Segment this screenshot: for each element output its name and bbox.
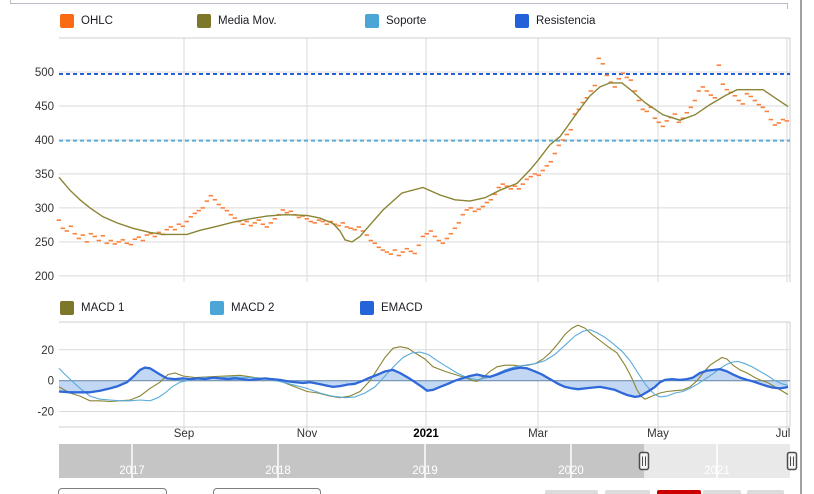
legend-item-macd-2[interactable]: MACD 2 [210,301,274,315]
emacd-line [58,366,789,399]
x-axis-label: Nov [297,428,318,440]
price-y-tick-label: 400 [35,135,54,147]
legend-label: Soporte [386,15,427,27]
legend-swatch-icon [360,301,374,315]
moving-average-line [58,82,789,243]
legend-swatch-icon [210,301,224,315]
legend-label: MACD 1 [81,302,125,314]
legend-swatch-icon [60,14,74,28]
navigator-year-label: 2017 [119,465,145,477]
legend-label: OHLC [81,15,113,27]
ohlc-series [56,57,789,257]
bottom-small-button-2[interactable] [605,490,650,494]
macd1-line [58,324,789,403]
price-y-tick-label: 200 [35,271,54,283]
legend-item-resistencia[interactable]: Resistencia [515,14,595,28]
macd2-line [58,329,789,402]
legend-item-soporte[interactable]: Soporte [365,14,426,28]
navigator-year-label: 2021 [704,465,730,477]
legend-label: Resistencia [536,15,596,27]
legend-item-emacd[interactable]: EMACD [360,301,423,315]
macd-y-tick-label: -20 [37,407,54,419]
legend-label: Media Mov. [218,15,277,27]
legend-item-media-mov-[interactable]: Media Mov. [197,14,277,28]
bottom-small-button-1[interactable] [545,490,598,494]
window-right-border [800,0,802,494]
bottom-button-2[interactable] [213,488,321,494]
x-axis-label: Sep [174,428,194,440]
navigator-year-label: 2020 [558,465,584,477]
navigator-handle-left[interactable] [638,451,650,471]
legend-swatch-icon [197,14,211,28]
legend-item-ohlc[interactable]: OHLC [60,14,113,28]
navigator-handle-right[interactable] [786,451,798,471]
legend-label: MACD 2 [231,302,275,314]
price-y-tick-label: 500 [35,67,54,79]
price-y-tick-label: 450 [35,101,54,113]
legend-item-macd-1[interactable]: MACD 1 [60,301,124,315]
navigator-mask-outside[interactable] [59,444,644,478]
macd-y-tick-label: 20 [41,345,54,357]
x-axis-label: Mar [528,428,548,440]
legend-swatch-icon [365,14,379,28]
bottom-button-1[interactable] [58,488,167,494]
frame-corner-right [787,3,788,9]
bottom-small-button-5[interactable] [747,490,784,494]
price-y-tick-label: 250 [35,237,54,249]
x-axis-label: May [647,428,669,440]
price-y-tick-label: 300 [35,203,54,215]
x-axis-label: 2021 [413,428,439,440]
frame-corner-left [10,0,11,4]
legend-swatch-icon [60,301,74,315]
emacd-area [59,367,788,397]
x-axis-label: Jul [776,428,791,440]
legend-label: EMACD [381,302,423,314]
price-y-tick-label: 350 [35,169,54,181]
navigator-year-label: 2018 [265,465,291,477]
bottom-small-button-4[interactable] [703,490,741,494]
frame-top-border [10,3,788,4]
navigator-year-label: 2019 [412,465,438,477]
macd-y-tick-label: 0 [48,376,54,388]
bottom-small-button-red[interactable] [657,490,701,494]
legend-swatch-icon [515,14,529,28]
